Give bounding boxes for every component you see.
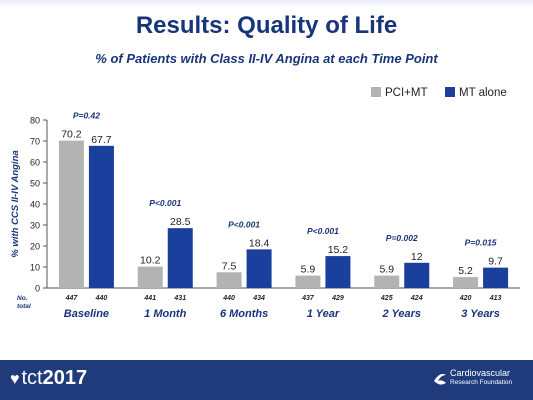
bar-value-label: 12 [411, 251, 423, 263]
crf-logo-icon [434, 373, 446, 385]
y-tick-label: 30 [30, 221, 40, 231]
x-category-label: 3 Years [461, 308, 500, 320]
y-axis-label: % with CCS II-IV Angina [10, 150, 21, 257]
logo-year: 2017 [42, 367, 88, 389]
n-total-value: 437 [301, 295, 315, 302]
x-category-label: 1 Month [144, 308, 186, 320]
n-total-value: 429 [331, 295, 344, 302]
bar [58, 140, 84, 288]
bar-value-label: 10.2 [140, 255, 161, 267]
n-total-value: 440 [95, 295, 108, 302]
y-tick-label: 0 [35, 284, 40, 294]
legend-swatch [371, 87, 381, 97]
bar-value-label: 15.2 [328, 244, 349, 256]
bar [295, 275, 321, 288]
x-category-label: 1 Year [307, 308, 340, 320]
y-tick-label: 70 [30, 137, 40, 147]
slide-title: Results: Quality of Life [135, 12, 398, 39]
p-value-label: P=0.42 [73, 111, 100, 121]
y-tick-label: 50 [30, 179, 40, 189]
bar-value-label: 5.2 [458, 265, 473, 277]
crf-line2: Research Foundation [450, 379, 513, 386]
n-total-value: 431 [173, 295, 186, 302]
n-total-value: 441 [143, 295, 156, 302]
p-value-label: P<0.001 [307, 226, 339, 236]
bar [137, 266, 163, 288]
y-tick-label: 20 [30, 242, 40, 252]
bar-value-label: 18.4 [249, 237, 270, 249]
p-value-label: P<0.001 [149, 198, 181, 208]
top-band [0, 0, 533, 8]
bar-value-label: 28.5 [170, 216, 191, 228]
bar [88, 145, 114, 288]
bar [325, 256, 351, 288]
y-tick-label: 60 [30, 158, 40, 168]
bar-chart: 0 10 20 30 40 50 60 70 80 % with CCS II-IV Angina… [10, 87, 520, 320]
bar-value-label: 5.9 [379, 264, 394, 276]
x-category-label: 2 Years [381, 308, 421, 320]
bar [404, 262, 430, 288]
y-tick-label: 40 [30, 200, 40, 210]
heart-icon: ♥ [10, 371, 20, 388]
n-total-value: 425 [380, 295, 393, 302]
y-tick-label: 80 [30, 116, 40, 126]
p-value-label: P=0.015 [465, 238, 497, 248]
bar-value-label: 5.9 [301, 264, 316, 276]
logo-text: tct [21, 367, 43, 389]
n-total-label-line2: total [17, 303, 31, 310]
p-value-label: P<0.001 [228, 219, 260, 229]
x-category-label: Baseline [64, 308, 109, 320]
x-category-label: 6 Months [220, 308, 268, 320]
bar-value-label: 67.7 [91, 134, 112, 146]
p-value-label: P=0.002 [386, 233, 418, 243]
bar [167, 228, 193, 288]
legend-label: MT alone [459, 87, 507, 99]
n-total-value: 440 [222, 295, 235, 302]
n-total-value: 447 [65, 295, 79, 302]
bar-value-label: 9.7 [488, 256, 503, 268]
n-total-value: 434 [252, 295, 265, 302]
crf-org-name: Cardiovascular Research Foundation [450, 369, 528, 387]
footer-bar: ♥ tct2017 Cardiovascular Research Foundat… [0, 360, 533, 400]
bar [216, 272, 242, 288]
bar-value-label: 7.5 [222, 260, 237, 272]
bar [483, 267, 509, 288]
legend-swatch [445, 87, 455, 97]
tct-logo: ♥ tct2017 [10, 367, 87, 390]
n-total-label-line1: No. [17, 295, 28, 302]
n-total-value: 420 [459, 295, 472, 302]
bar [453, 277, 479, 288]
bar [374, 275, 400, 288]
slide-subtitle: % of Patients with Class II-IV Angina at… [95, 51, 438, 66]
n-total-value: 413 [489, 295, 502, 302]
n-total-value: 424 [410, 295, 423, 302]
y-tick-label: 10 [30, 263, 40, 273]
bar [246, 249, 272, 288]
crf-line1: Cardiovascular [450, 368, 511, 378]
legend-label: PCI+MT [385, 87, 428, 99]
bar-value-label: 70.2 [61, 129, 82, 141]
